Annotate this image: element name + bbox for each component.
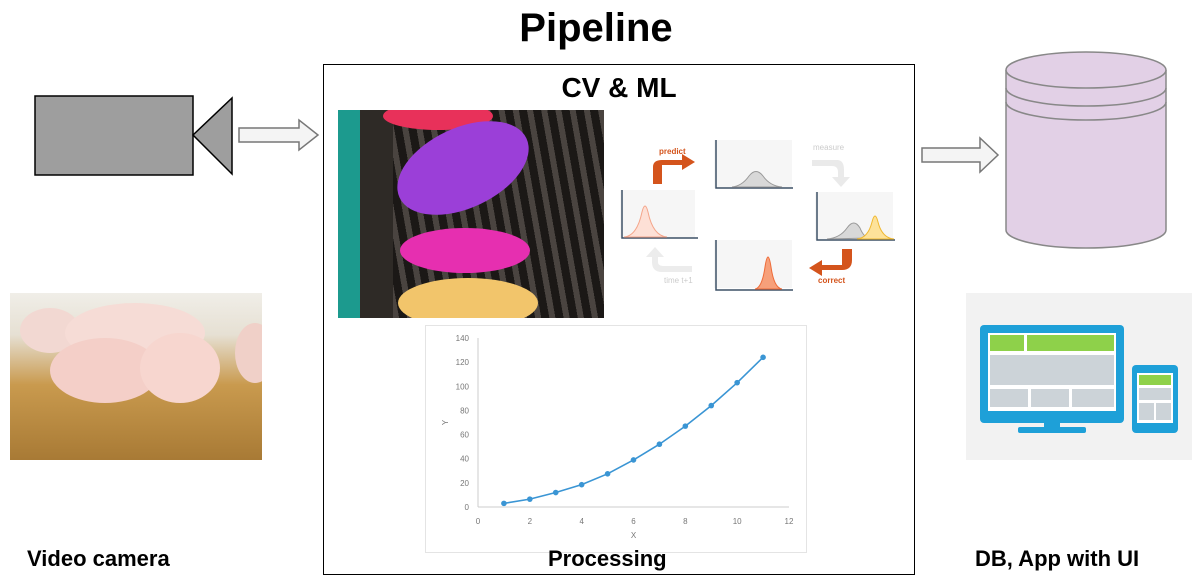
y-tick-label: 80	[460, 406, 469, 415]
predict-label: predict	[659, 147, 686, 156]
processing-box	[323, 64, 915, 575]
data-point	[501, 500, 507, 507]
data-point	[604, 471, 611, 477]
data-point	[578, 481, 585, 488]
data-point	[734, 379, 740, 386]
time-label: time t+1	[664, 276, 693, 285]
pig-segmentation-image	[338, 110, 604, 318]
arrow-right-icon	[238, 118, 320, 152]
data-point	[656, 441, 663, 448]
page-title: Pipeline	[519, 6, 673, 50]
data-point	[552, 489, 559, 496]
y-tick-label: 20	[460, 479, 469, 488]
x-tick-label: 0	[476, 517, 481, 526]
predict-arrow-icon	[653, 154, 695, 184]
kalman-filter-diagram: predict measure correct time t+1	[620, 140, 895, 291]
app-ui-devices-image	[966, 293, 1192, 460]
arrow-right-icon	[921, 136, 1000, 174]
video-camera-icon	[34, 95, 320, 176]
x-tick-label: 4	[579, 517, 584, 526]
x-tick-label: 2	[528, 517, 533, 526]
data-point	[527, 496, 533, 502]
measure-label: measure	[813, 143, 845, 152]
x-tick-label: 6	[631, 517, 636, 526]
database-icon	[921, 51, 1167, 249]
measure-arrow-icon	[812, 160, 850, 187]
y-tick-label: 40	[460, 455, 469, 464]
correct-arrow-icon	[809, 249, 852, 276]
correct-label: correct	[818, 276, 845, 285]
monitor-tablet-icon	[980, 325, 1178, 433]
data-point	[682, 423, 689, 429]
y-tick-label: 60	[460, 431, 469, 440]
label-processing: Processing	[548, 546, 667, 571]
cv-ml-heading: CV & ML	[561, 72, 677, 103]
y-tick-label: 120	[456, 358, 470, 367]
x-tick-label: 12	[785, 517, 794, 526]
x-axis-label: X	[631, 531, 637, 540]
y-axis-label: Y	[441, 419, 450, 425]
data-point	[708, 402, 715, 409]
label-video-camera: Video camera	[27, 546, 170, 571]
y-tick-label: 140	[456, 334, 470, 343]
time-arrow-icon	[646, 247, 692, 272]
pigs-photo	[10, 293, 262, 460]
x-tick-label: 10	[733, 517, 742, 526]
x-tick-label: 8	[683, 517, 688, 526]
label-db-app: DB, App with UI	[975, 546, 1140, 571]
data-point	[630, 457, 637, 463]
data-point	[760, 354, 766, 361]
series-line	[503, 356, 764, 505]
y-tick-label: 0	[465, 503, 470, 512]
y-tick-label: 100	[456, 382, 470, 391]
